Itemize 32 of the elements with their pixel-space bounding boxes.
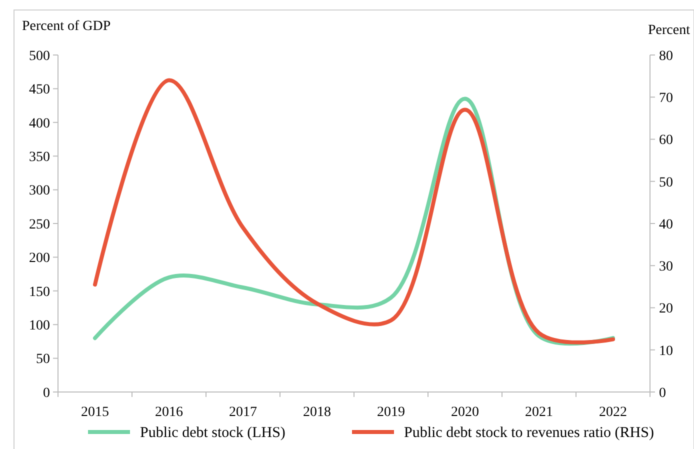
legend-label: Public debt stock (LHS): [140, 425, 286, 441]
y-tick-label: 450: [29, 82, 50, 98]
y-tick-label: 250: [29, 217, 50, 232]
legend-label: Public debt stock to revenues ratio (RHS): [404, 425, 654, 441]
y2-tick-label: 30: [659, 260, 673, 275]
x-tick-label: 2019: [377, 405, 405, 420]
y-tick-label: 50: [36, 352, 50, 368]
y2-tick-label: 50: [659, 175, 673, 190]
y2-tick-label: 60: [659, 133, 673, 148]
x-tick-label: 2016: [155, 405, 183, 420]
y-tick-label: 100: [29, 318, 50, 334]
x-tick-label: 2018: [303, 405, 331, 420]
x-tick-label: 2017: [229, 405, 257, 420]
x-tick-label: 2020: [451, 405, 479, 420]
y2-tick-label: 10: [659, 344, 673, 359]
y-tick-label: 400: [29, 116, 50, 132]
y-tick-label: 0: [43, 386, 50, 401]
y2-tick-label: 80: [659, 48, 673, 64]
y-tick-label: 350: [29, 150, 50, 165]
x-tick-label: 2021: [525, 405, 553, 420]
y2-tick-label: 20: [659, 302, 673, 317]
y-tick-label: 300: [29, 184, 50, 199]
y-tick-label: 200: [29, 251, 50, 266]
y-tick-label: 150: [29, 284, 50, 300]
y2-tick-label: 70: [659, 91, 673, 106]
y2-tick-label: 0: [659, 386, 666, 401]
y2-tick-label: 40: [659, 217, 673, 232]
y2-axis-title: Percent: [648, 23, 690, 38]
y-tick-label: 500: [29, 48, 50, 64]
x-tick-label: 2022: [599, 405, 627, 420]
x-tick-label: 2015: [81, 405, 109, 420]
y-axis-title: Percent of GDP: [22, 19, 111, 34]
